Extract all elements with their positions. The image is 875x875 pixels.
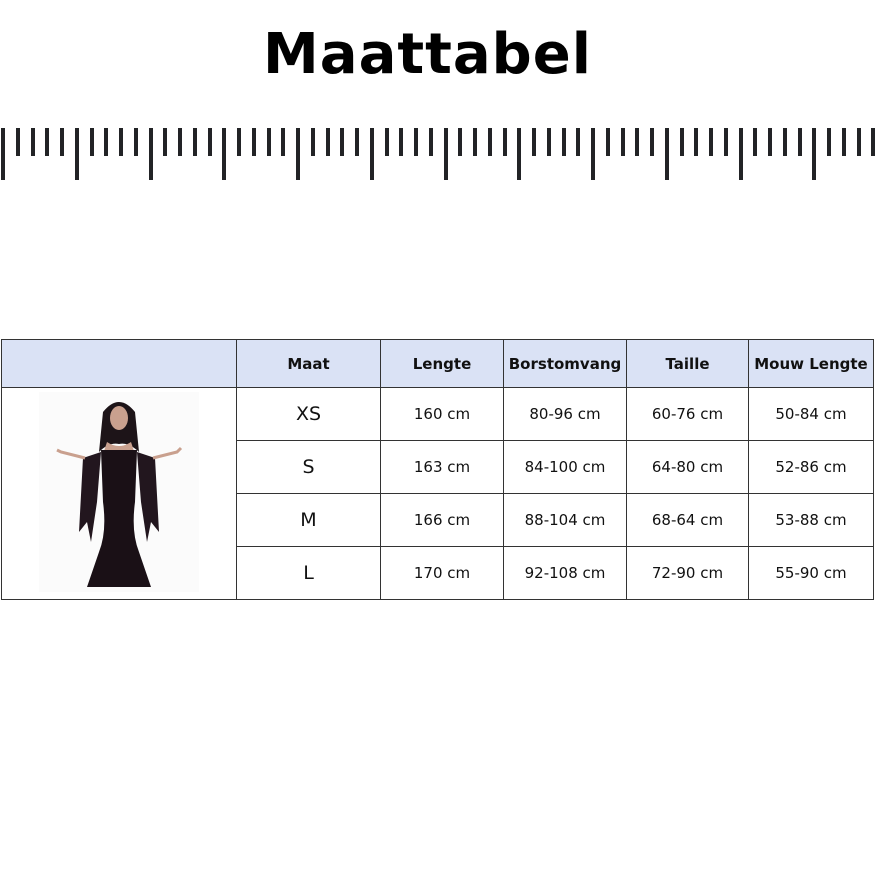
cell-taille: 68-64 cm [626, 493, 749, 547]
cell-size: XS [236, 387, 381, 441]
cell-mouw-lengte: 52-86 cm [748, 440, 874, 494]
ruler-tick [738, 128, 743, 180]
ruler-tick [310, 128, 315, 156]
costume-figure-image [39, 391, 199, 592]
header-maat: Maat [236, 339, 381, 388]
ruler-tick [561, 128, 566, 156]
ruler-tick [45, 128, 50, 156]
cell-lengte: 163 cm [380, 440, 504, 494]
cell-taille: 64-80 cm [626, 440, 749, 494]
ruler-tick [89, 128, 94, 156]
ruler-tick [355, 128, 359, 156]
table-row: XS 160 cm 80-96 cm 60-76 cm 50-84 cm [1, 387, 874, 600]
ruler-tick [797, 128, 802, 156]
ruler-tick [458, 128, 463, 156]
ruler-tick [532, 128, 536, 156]
ruler-tick [620, 128, 625, 156]
ruler-tick [694, 128, 699, 156]
cell-lengte: 166 cm [380, 493, 504, 547]
ruler-tick [399, 128, 404, 156]
ruler-tick [104, 128, 109, 156]
ruler-tick [650, 128, 654, 156]
ruler-tick [591, 128, 595, 180]
ruler-tick [428, 128, 433, 156]
cell-borstomvang: 80-96 cm [503, 387, 627, 441]
product-image [1, 387, 237, 600]
ruler-tick [192, 128, 197, 156]
ruler-tick [709, 128, 713, 156]
ruler-tick [605, 128, 610, 156]
ruler-tick [325, 128, 330, 156]
cell-mouw-lengte: 55-90 cm [748, 546, 874, 600]
ruler-tick [281, 128, 286, 156]
ruler-tick [546, 128, 551, 156]
ruler-tick [237, 128, 241, 156]
ruler-tick [473, 128, 477, 156]
ruler-tick [266, 128, 271, 156]
header-blank [1, 339, 237, 388]
table-row: S 163 cm 84-100 cm 64-80 cm 52-86 cm [2, 440, 874, 494]
ruler-tick [723, 128, 728, 156]
ruler-tick [119, 128, 123, 156]
ruler-tick [827, 128, 831, 156]
cell-mouw-lengte: 50-84 cm [748, 387, 874, 441]
ruler-tick [841, 128, 846, 156]
ruler-tick [856, 128, 861, 156]
cell-borstomvang: 92-108 cm [503, 546, 627, 600]
cell-size: M [236, 493, 381, 547]
cell-taille: 60-76 cm [626, 387, 749, 441]
header-taille: Taille [626, 339, 749, 388]
ruler-tick [207, 128, 212, 156]
header-lengte: Lengte [380, 339, 504, 388]
ruler-tick [1, 128, 5, 180]
ruler-tick [60, 128, 64, 156]
cell-taille: 72-90 cm [626, 546, 749, 600]
ruler-tick [15, 128, 20, 156]
ruler-tick [871, 128, 875, 156]
ruler-tick [576, 128, 581, 156]
ruler-tick [812, 128, 817, 180]
cell-size: L [236, 546, 381, 600]
ruler-tick [502, 128, 507, 156]
ruler-tick [296, 128, 300, 180]
cell-lengte: 160 cm [380, 387, 504, 441]
ruler-tick [768, 128, 772, 156]
ruler-tick [487, 128, 492, 156]
ruler-tick [414, 128, 418, 156]
size-table: Maat Lengte Borstomvang Taille Mouw Leng… [1, 339, 874, 600]
cell-mouw-lengte: 53-88 cm [748, 493, 874, 547]
ruler-tick [340, 128, 345, 156]
table-row: L 170 cm 92-108 cm 72-90 cm 55-90 cm [2, 546, 874, 600]
header-mouw-lengte: Mouw Lengte [748, 339, 874, 388]
ruler-tick [664, 128, 669, 180]
ruler-tick [178, 128, 182, 156]
cell-size: S [236, 440, 381, 494]
header-borstomvang: Borstomvang [503, 339, 627, 388]
ruler-tick [635, 128, 640, 156]
ruler-tick [517, 128, 522, 180]
ruler-tick [782, 128, 787, 156]
table-row: M 166 cm 88-104 cm 68-64 cm 53-88 cm [2, 493, 874, 547]
ruler-graphic [0, 128, 875, 182]
page-title: Maattabel [263, 22, 592, 87]
table-header-row: Maat Lengte Borstomvang Taille Mouw Leng… [1, 339, 874, 388]
ruler-tick [163, 128, 168, 156]
ruler-tick [222, 128, 227, 180]
ruler-tick [148, 128, 153, 180]
ruler-tick [251, 128, 256, 156]
ruler-tick [74, 128, 79, 180]
cell-lengte: 170 cm [380, 546, 504, 600]
cell-borstomvang: 88-104 cm [503, 493, 627, 547]
ruler-tick [30, 128, 35, 156]
ruler-tick [443, 128, 448, 180]
ruler-tick [369, 128, 374, 180]
ruler-tick [384, 128, 389, 156]
ruler-tick [679, 128, 684, 156]
ruler-tick [753, 128, 758, 156]
ruler-tick [133, 128, 138, 156]
cell-borstomvang: 84-100 cm [503, 440, 627, 494]
